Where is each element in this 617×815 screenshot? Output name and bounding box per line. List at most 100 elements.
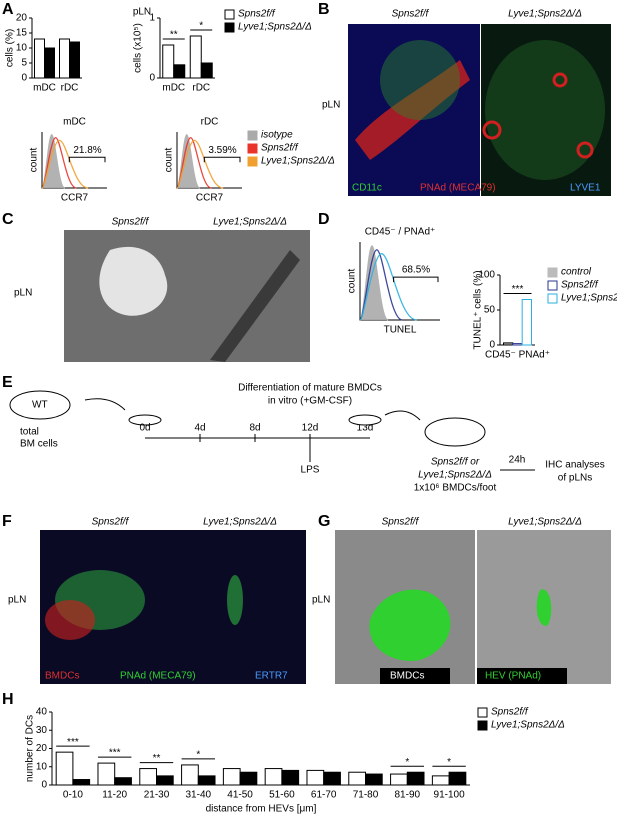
x-tick-label: mDC: [33, 83, 56, 94]
chart-title: rDC: [201, 117, 219, 128]
gate: [68, 156, 106, 163]
chart-title: mDC: [63, 117, 86, 128]
bar: [34, 38, 45, 79]
y-tick-label: 10: [36, 761, 48, 772]
bar: [189, 35, 202, 79]
genotype-label: Lyve1;Spns2Δ/Δ: [213, 217, 287, 228]
y-axis-label: count: [347, 269, 358, 294]
x-tick-label: 81-90: [395, 790, 421, 801]
x-tick-label: 31-40: [186, 790, 212, 801]
day-label: 4d: [194, 423, 205, 434]
gate: [393, 276, 439, 283]
day-label: 0d: [139, 423, 150, 434]
chart-title: CD45⁻ / PNAd⁺: [365, 227, 436, 238]
legend-label: Spns2f/f: [561, 280, 599, 291]
legend-label: isotype: [261, 130, 293, 141]
legend-label: Spns2f/f: [491, 707, 529, 718]
panel-label: C: [2, 211, 14, 228]
sig-label: ***: [109, 748, 121, 759]
vessel-stain: [552, 72, 568, 88]
legend-label: Lyve1;Spns2Δ/Δ: [491, 720, 565, 731]
bar: [264, 768, 283, 786]
legend-label: Spns2f/f: [238, 9, 276, 20]
y-axis-label: number of DCs: [25, 715, 36, 782]
legend-swatch: [224, 22, 235, 33]
day-label: 13d: [357, 423, 374, 434]
y-tick-label: 0: [21, 73, 27, 84]
histogram-curve: [176, 139, 224, 189]
tissue-label: pLN: [14, 288, 32, 299]
bar: [521, 299, 533, 346]
recipient-label: 1x10⁶ BMDCs/foot: [414, 483, 497, 494]
bar: [181, 764, 199, 786]
genotype-label: Spns2f/f: [112, 217, 150, 228]
bar: [306, 769, 325, 786]
legend-swatch: [247, 156, 258, 167]
vessel-lumen: [99, 246, 168, 316]
y-axis-label: cells (x10⁵): [133, 23, 144, 73]
x-tick-label: 0-10: [63, 790, 83, 801]
mouse-icon: [424, 417, 486, 447]
source-label: total: [20, 427, 39, 438]
bar: [162, 44, 175, 79]
genotype-label: Spns2f/f: [92, 517, 130, 528]
chart-title: pLN: [133, 7, 151, 18]
panel-label: D: [318, 211, 330, 228]
histogram-curve: [176, 136, 212, 189]
readout-label: of pLNs: [558, 473, 592, 484]
x-axis-label: CCR7: [61, 193, 89, 204]
hev-render: [536, 589, 552, 626]
recipient-label: Lyve1;Spns2Δ/Δ: [418, 470, 492, 481]
genotype-label: Lyve1;Spns2Δ/Δ: [203, 517, 277, 528]
bar: [348, 771, 366, 786]
bar: [173, 64, 186, 79]
bar: [365, 773, 383, 786]
x-tick-label: 71-80: [353, 790, 379, 801]
panel-label: G: [318, 513, 330, 530]
x-tick-label: 41-50: [227, 790, 253, 801]
gate-label: 3.59%: [208, 145, 236, 156]
x-tick-label: 91-100: [434, 790, 466, 801]
panel-label: B: [318, 1, 330, 18]
sig-label: ***: [512, 284, 524, 295]
y-axis-label: count: [29, 148, 40, 173]
dish-icon: [128, 414, 162, 426]
tissue-label: pLN: [322, 100, 340, 111]
y-tick-label: 50: [484, 305, 496, 316]
legend-label: Lyve1;Spns2Δ/Δ: [261, 156, 335, 167]
x-tick-label: mDC: [162, 83, 185, 94]
legend-swatch: [247, 143, 258, 154]
y-tick-label: 20: [16, 13, 28, 24]
y-tick-label: 40: [36, 707, 48, 718]
legend-swatch: [247, 130, 258, 141]
x-axis-label: CCR7: [196, 193, 224, 204]
readout-label: IHC analyses: [545, 460, 604, 471]
y-tick-label: 0: [41, 780, 47, 791]
genotype-label: Lyve1;Spns2Δ/Δ: [508, 517, 582, 528]
y-tick-label: 100: [478, 270, 495, 281]
source-label: BM cells: [20, 439, 58, 450]
y-tick-label: 30: [36, 725, 48, 736]
y-tick-label: 1: [149, 13, 155, 24]
bar: [69, 41, 80, 79]
bar: [406, 771, 425, 786]
bar: [512, 343, 523, 346]
legend-swatch: [477, 720, 488, 731]
genotype-label: Spns2f/f: [382, 517, 420, 528]
x-axis-label: TUNEL: [384, 325, 417, 336]
x-tick-label: CD45⁻ PNAd⁺: [485, 350, 550, 361]
genotype-label: Spns2f/f: [392, 9, 430, 20]
diagram-heading: in vitro (+GM-CSF): [268, 396, 352, 407]
bar: [239, 771, 258, 786]
bar: [431, 775, 450, 786]
label-box: [477, 668, 567, 684]
micrograph: [481, 24, 611, 196]
sig-label: *: [196, 750, 200, 761]
gate-label: 21.8%: [73, 145, 101, 156]
y-tick-label: 10: [16, 43, 28, 54]
stimulus-label: LPS: [301, 465, 320, 476]
sig-label: ***: [67, 737, 79, 748]
mouse-label: WT: [32, 400, 48, 411]
legend-label: Lyve1;Spns2Δ/Δ: [238, 22, 312, 33]
